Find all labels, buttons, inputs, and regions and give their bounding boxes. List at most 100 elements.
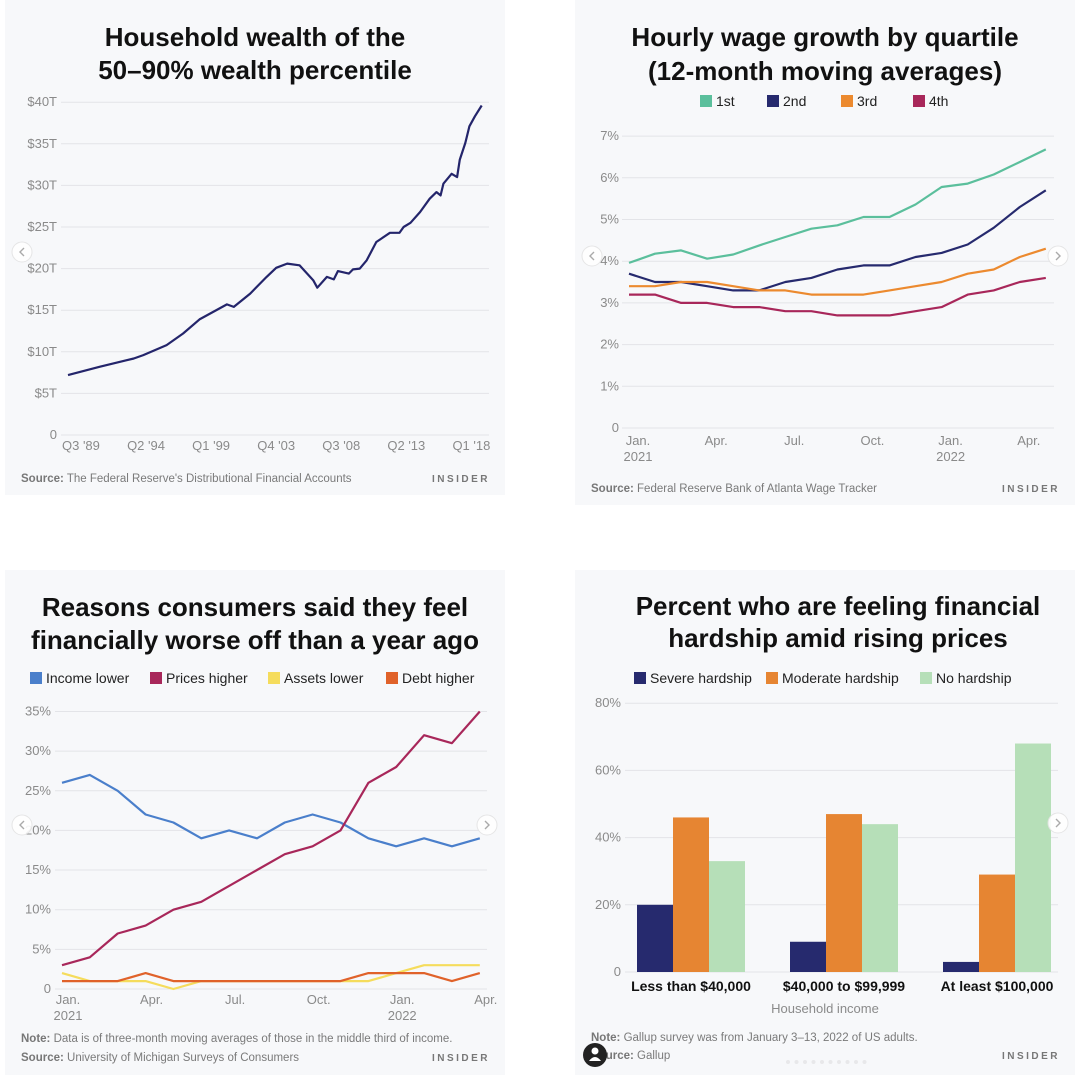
insider-logo: INSIDER [1002,1051,1060,1062]
y-tick-label: $15T [27,302,57,317]
x-tick-label: Oct. [861,433,885,448]
carousel-prev-button[interactable] [11,814,33,836]
chart4-plot: 0 20% 40% 60% 80% Severe hardship Moderate har… [595,670,1058,1016]
chart3-plot: 05%10%15%20%25%30%35%Income lower Prices … [25,670,497,1023]
avatar-button[interactable] [583,1043,607,1067]
y-tick-label: 4% [600,253,619,268]
button-background [1047,812,1069,834]
category-label: $40,000 to $99,999 [783,978,905,994]
y-tick-label: 60% [595,762,621,777]
category-label: Less than $40,000 [631,978,751,994]
bar-severe-hardship [790,941,826,972]
x-tick-label: Apr. [1017,433,1040,448]
x-tick-label: Q2 '13 [387,438,425,453]
x-tick-label: Apr. [474,992,497,1007]
series-line-2nd [628,189,1047,292]
x-tick-label: Q1 '99 [192,438,230,453]
bar-no-hardship [1015,743,1051,972]
bar-moderate-hardship [979,874,1015,972]
legend-label-4th: 4th [929,93,948,109]
pagination-dot [803,1060,807,1064]
chevron-right-icon [1055,251,1061,261]
x-tick-label: Q1 '18 [452,438,490,453]
panel-reasons-worse-off [5,570,505,1075]
chart3-title-line2: financially worse off than a year ago [31,625,479,655]
button-background [11,241,33,263]
chart1-source: Source: The Federal Reserve's Distributi… [21,473,352,485]
y-tick-label: $35T [27,136,57,151]
carousel-next-button[interactable] [476,814,498,836]
legend-label-moderate-hardship: Moderate hardship [782,670,899,686]
y-tick-label: 25% [25,783,51,798]
y-tick-label: 5% [600,212,619,227]
legend-label-severe-hardship: Severe hardship [650,670,752,686]
y-tick-label: 7% [600,128,619,143]
legend-swatch-2nd [767,95,779,107]
y-tick-label: $5T [35,385,57,400]
insider-logo: INSIDER [1002,484,1060,495]
legend-swatch-1st [700,95,712,107]
x-tick-label: Q2 '94 [127,438,165,453]
series-line-wealth [67,104,483,377]
legend-label-assets-lower: Assets lower [284,670,364,686]
pagination-dot [854,1060,858,1064]
carousel-next-button[interactable] [1047,812,1069,834]
y-tick-label: 1% [600,378,619,393]
chevron-left-icon [19,820,25,830]
y-tick-label: 35% [25,703,51,718]
series-line-income-lower [61,773,481,848]
carousel-prev-button[interactable] [581,245,603,267]
user-icon [591,1047,599,1055]
pagination-dot [786,1060,790,1064]
avatar-body-icon [589,1057,601,1061]
y-tick-label: 80% [595,695,621,710]
legend-swatch-3rd [841,95,853,107]
chart4-title-line2: hardship amid rising prices [668,623,1008,653]
button-background [476,814,498,836]
insider-logo: INSIDER [432,474,490,485]
series-line-1st [628,148,1047,264]
chart3-title-line1: Reasons consumers said they feel [42,592,468,622]
chart4-title-line1: Percent who are feeling financial [636,591,1041,621]
y-tick-label: 20% [595,897,621,912]
pagination-dot [811,1060,816,1064]
legend-label-1st: 1st [716,93,735,109]
source-label: Source: [21,1052,64,1064]
legend-swatch-income-lower [30,672,42,684]
chart2-title-line1: Hourly wage growth by quartile [631,22,1018,52]
y-tick-label: 5% [32,941,51,956]
y-tick-label: $40T [27,94,57,109]
legend-swatch-moderate-hardship [766,672,778,684]
chevron-left-icon [19,247,25,257]
x-tick-label: Apr. [140,992,163,1007]
chart1-title-line2: 50–90% wealth percentile [98,55,412,85]
x-tick-label: Q3 '08 [322,438,360,453]
x-tick-label: Jan. [626,433,651,448]
legend-label-2nd: 2nd [783,93,806,109]
chart2-source: Source: Federal Reserve Bank of Atlanta … [591,483,877,495]
chevron-left-icon [589,251,595,261]
note-label: Note: [591,1032,620,1044]
source-text: The Federal Reserve's Distributional Fin… [67,473,352,485]
carousel-next-button[interactable] [1047,245,1069,267]
x-axis-title: Household income [771,1001,879,1016]
y-tick-label: 0 [50,427,57,442]
series-line-3rd [629,247,1047,296]
y-tick-label: 15% [25,862,51,877]
avatar-background [583,1043,607,1067]
x-tick-label: Oct. [307,992,331,1007]
chart4-note: Note: Gallup survey was from January 3–1… [591,1032,918,1044]
chart2-title-line2: (12-month moving averages) [648,56,1002,86]
source-label: Source: [591,483,634,495]
y-tick-label: 30% [25,743,51,758]
chart3-source: Source: University of Michigan Surveys o… [21,1052,299,1064]
x-tick-label: Q3 '89 [62,438,100,453]
insider-logo: INSIDER [432,1053,490,1064]
bar-no-hardship [862,824,898,972]
x-tick-year: 2021 [54,1008,83,1023]
carousel-prev-button[interactable] [11,241,33,263]
legend-label-income-lower: Income lower [46,670,130,686]
bar-moderate-hardship [673,817,709,972]
x-tick-label: Jan. [390,992,415,1007]
x-tick-label: Jan. [56,992,81,1007]
